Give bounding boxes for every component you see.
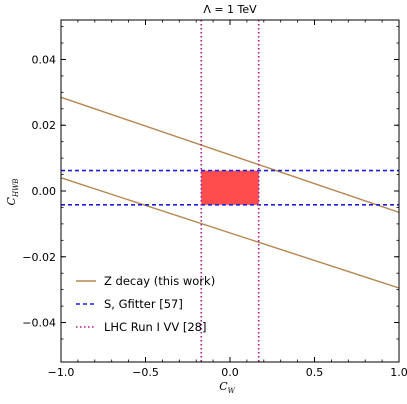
z-decay-line-1 xyxy=(60,96,400,214)
z-decay-line-2 xyxy=(60,177,400,289)
y-tick-label: 0.00 xyxy=(32,185,57,198)
legend-label-lhc: LHC Run I VV [28] xyxy=(104,320,207,334)
legend: Z decay (this work) S, Gfitter [57] LHC … xyxy=(76,274,215,334)
x-axis-label-subscript: W xyxy=(228,387,236,395)
x-axis-label: CW xyxy=(219,380,235,395)
x-axis-label-main: C xyxy=(219,380,228,393)
y-tick-label: 0.02 xyxy=(32,119,57,132)
x-tick-label: 0.5 xyxy=(306,366,324,379)
x-tick-label: −0.5 xyxy=(132,366,159,379)
legend-label-z-decay: Z decay (this work) xyxy=(104,274,215,288)
x-tick-label: −1.0 xyxy=(48,366,75,379)
y-axis-label-main: C xyxy=(5,196,18,205)
chart-title: Λ = 1 TeV xyxy=(203,3,257,16)
x-tick-label: 0.0 xyxy=(221,366,239,379)
y-axis-label-subscript: HWB xyxy=(12,179,20,198)
overlap-region xyxy=(201,170,259,205)
plot-marks xyxy=(60,20,400,362)
y-tick-label: −0.02 xyxy=(22,251,56,264)
x-tick-label: 1.0 xyxy=(390,366,407,379)
axis-ticks: −1.0 −0.5 0.0 0.5 1.0 −0.04 −0.02 0.00 0.02 0.04 xyxy=(22,20,407,379)
y-tick-label: 0.04 xyxy=(32,53,57,66)
legend-label-gfitter: S, Gfitter [57] xyxy=(104,297,183,311)
y-tick-label: −0.04 xyxy=(22,317,56,330)
y-axis-label: CHWB xyxy=(5,179,20,206)
